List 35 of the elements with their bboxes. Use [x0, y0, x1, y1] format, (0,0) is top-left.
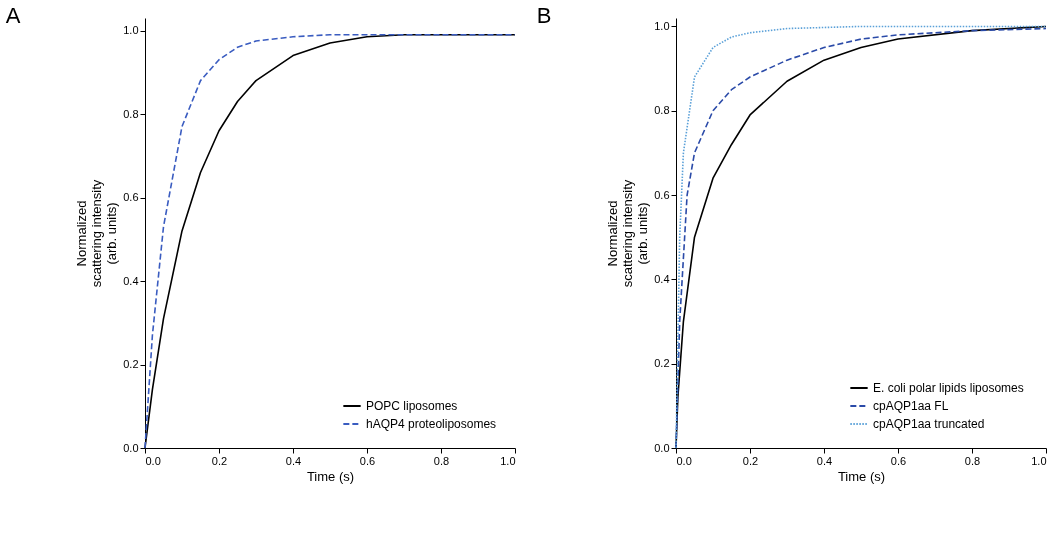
- legend-label: POPC liposomes: [366, 399, 458, 413]
- x-tick-label: 0.0: [676, 454, 692, 467]
- y-tick-label: 0.4: [654, 272, 670, 285]
- y-tick-label: 0.2: [654, 357, 670, 370]
- y-tick-label: 0.0: [654, 441, 670, 454]
- x-tick-label: 0.2: [211, 454, 228, 467]
- y-tick-label: 1.0: [123, 24, 139, 37]
- y-tick-label: 0.2: [123, 358, 139, 370]
- y-tick-label: 0.8: [123, 107, 139, 120]
- y-tick-label: 0.4: [123, 274, 139, 287]
- legend-label: E. coli polar lipids liposomes: [873, 381, 1024, 395]
- x-tick-label: 0.0: [145, 454, 161, 467]
- y-tick-label: 0.6: [123, 191, 139, 204]
- legend-label: cpAQP1aa truncated: [873, 417, 985, 431]
- x-axis-title: Time (s): [837, 468, 886, 484]
- chart-title: B: [536, 3, 552, 28]
- x-tick-label: 1.0: [500, 454, 516, 467]
- y-tick-label: 0.8: [654, 104, 670, 117]
- x-tick-label: 0.8: [433, 454, 450, 467]
- y-tick-label: 1.0: [654, 19, 670, 32]
- x-tick-label: 0.4: [285, 454, 302, 467]
- x-tick-label: 1.0: [1031, 454, 1047, 467]
- x-tick-label: 0.6: [890, 454, 907, 467]
- legend-label: hAQP4 proteoliposomes: [366, 417, 497, 431]
- x-tick-label: 0.8: [964, 454, 981, 467]
- x-axis-title: Time (s): [306, 468, 355, 484]
- y-tick-label: 0.0: [123, 441, 139, 454]
- legend-label: cpAQP1aa FL: [873, 399, 949, 413]
- x-tick-label: 0.2: [742, 454, 759, 467]
- y-tick-label: 0.6: [654, 188, 670, 201]
- y-axis-title: Normalized scattering intensity (arb. units): [74, 179, 120, 288]
- x-tick-label: 0.6: [359, 454, 376, 467]
- chart-title: A: [5, 3, 21, 28]
- y-axis-title: Normalized scattering intensity (arb. units): [605, 179, 651, 288]
- x-tick-label: 0.4: [816, 454, 833, 467]
